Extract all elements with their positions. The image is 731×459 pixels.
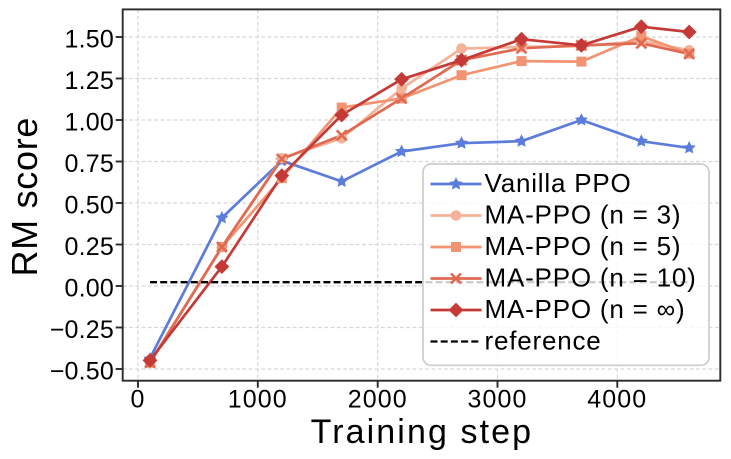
- svg-text:MA-PPO (n = 3): MA-PPO (n = 3): [485, 199, 682, 229]
- svg-text:4000: 4000: [587, 386, 647, 414]
- svg-text:0.50: 0.50: [65, 191, 114, 219]
- svg-text:0.00: 0.00: [65, 274, 114, 302]
- svg-text:1000: 1000: [228, 386, 288, 414]
- svg-text:2000: 2000: [348, 386, 408, 414]
- svg-text:0.25: 0.25: [65, 233, 114, 261]
- svg-text:RM score: RM score: [4, 117, 45, 277]
- svg-text:1.25: 1.25: [65, 67, 114, 95]
- svg-text:3000: 3000: [467, 386, 527, 414]
- svg-text:1.00: 1.00: [65, 108, 114, 136]
- svg-text:−0.50: −0.50: [50, 357, 114, 385]
- svg-text:MA-PPO (n = ∞): MA-PPO (n = ∞): [485, 294, 686, 324]
- svg-text:MA-PPO (n = 10): MA-PPO (n = 10): [485, 262, 697, 292]
- svg-text:0.75: 0.75: [65, 150, 114, 178]
- svg-text:0: 0: [130, 386, 145, 414]
- svg-text:1.50: 1.50: [65, 25, 114, 53]
- svg-text:MA-PPO (n = 5): MA-PPO (n = 5): [485, 231, 682, 261]
- svg-text:Vanilla PPO: Vanilla PPO: [485, 168, 632, 198]
- svg-text:reference: reference: [485, 325, 602, 355]
- svg-text:−0.25: −0.25: [50, 316, 114, 344]
- svg-text:Training step: Training step: [311, 413, 534, 451]
